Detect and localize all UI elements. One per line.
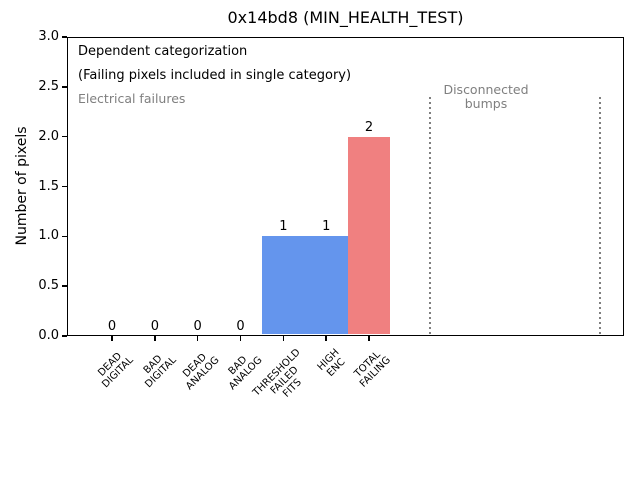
annotation-dependent-categorization: Dependent categorization [78, 44, 248, 59]
x-tick-label: DEAD ANALOG [180, 351, 222, 393]
x-tick-label: DEAD DIGITAL [96, 350, 136, 391]
x-tick-label: BAD DIGITAL [141, 353, 179, 391]
bar [347, 136, 391, 335]
bar-value-label: 1 [279, 219, 288, 235]
y-tick-mark [62, 36, 67, 38]
x-tick-label: TOTAL FAILING [352, 349, 393, 390]
bar-value-label: 0 [236, 319, 245, 334]
y-tick-mark [62, 135, 67, 138]
y-tick-label: 1.5 [38, 178, 59, 194]
bar [304, 236, 348, 335]
y-tick-label: 2.0 [38, 128, 59, 144]
bar-value-label: 1 [322, 219, 331, 235]
chart-title: 0x14bd8 (MIN_HEALTH_TEST) [227, 8, 464, 27]
bar [261, 236, 305, 335]
y-tick-mark [62, 285, 67, 287]
y-tick-label: 0.5 [38, 278, 59, 294]
y-tick-mark [62, 235, 67, 238]
y-tick-label: 1.0 [38, 228, 59, 244]
y-tick-mark [62, 185, 67, 188]
annotation-disconnected-bumps: Disconnected bumps [443, 82, 529, 111]
x-tick-label: THRESHOLD FAILED FITS [251, 347, 305, 400]
y-tick-mark [62, 335, 67, 337]
bar-value-label: 0 [193, 319, 202, 334]
x-tick-label: HIGH ENC [316, 347, 349, 380]
x-tick-mark [154, 336, 156, 341]
y-tick-label: 2.5 [38, 78, 59, 94]
x-tick-mark [325, 336, 327, 341]
bar-value-label: 0 [107, 319, 117, 334]
annotation-failing-pixels-note: (Failing pixels included in single categ… [78, 68, 352, 83]
y-tick-label: 0.0 [38, 328, 59, 343]
bar-value-label: 0 [150, 319, 159, 334]
dotted-separator-line [599, 96, 602, 335]
y-tick-mark [62, 86, 67, 88]
dotted-separator-line [429, 96, 432, 335]
x-tick-mark [282, 336, 285, 341]
x-tick-mark [111, 336, 113, 341]
x-tick-mark [196, 336, 199, 341]
bar-value-label: 2 [364, 119, 374, 135]
y-axis-label: Number of pixels [14, 126, 30, 246]
x-tick-mark [368, 336, 370, 341]
annotation-electrical-failures: Electrical failures [78, 91, 186, 106]
y-tick-label: 3.0 [38, 29, 59, 44]
x-tick-mark [239, 336, 242, 341]
